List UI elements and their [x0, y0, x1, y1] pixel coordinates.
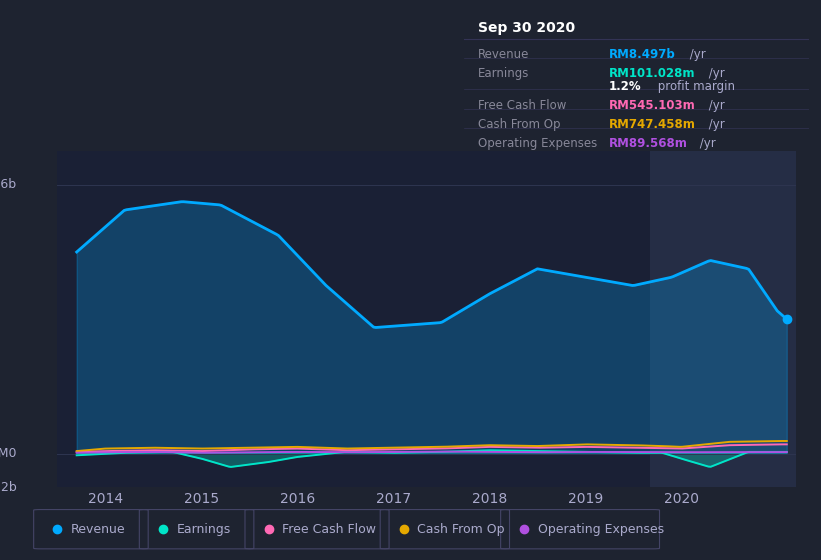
Text: Operating Expenses: Operating Expenses: [478, 137, 597, 151]
Text: RM16b: RM16b: [0, 178, 17, 192]
Text: /yr: /yr: [705, 118, 725, 131]
Text: Sep 30 2020: Sep 30 2020: [478, 21, 575, 35]
Text: profit margin: profit margin: [654, 80, 735, 93]
Text: Earnings: Earnings: [478, 67, 529, 81]
Text: 1.2%: 1.2%: [608, 80, 641, 93]
Text: /yr: /yr: [705, 99, 725, 112]
Text: RM89.568m: RM89.568m: [608, 137, 687, 151]
Text: /yr: /yr: [705, 67, 725, 81]
Bar: [649, 151, 796, 487]
Text: RM747.458m: RM747.458m: [608, 118, 695, 131]
Text: Revenue: Revenue: [71, 522, 126, 536]
Text: Operating Expenses: Operating Expenses: [538, 522, 663, 536]
Text: Revenue: Revenue: [478, 48, 529, 61]
Text: -RM2b: -RM2b: [0, 480, 17, 494]
Text: Earnings: Earnings: [177, 522, 231, 536]
Text: /yr: /yr: [695, 137, 715, 151]
Text: /yr: /yr: [686, 48, 706, 61]
Text: Cash From Op: Cash From Op: [417, 522, 505, 536]
Text: Free Cash Flow: Free Cash Flow: [478, 99, 566, 112]
Text: Free Cash Flow: Free Cash Flow: [282, 522, 376, 536]
Text: RM545.103m: RM545.103m: [608, 99, 695, 112]
Text: RM8.497b: RM8.497b: [608, 48, 676, 61]
Text: Cash From Op: Cash From Op: [478, 118, 560, 131]
Text: RM101.028m: RM101.028m: [608, 67, 695, 81]
Text: RM0: RM0: [0, 447, 17, 460]
